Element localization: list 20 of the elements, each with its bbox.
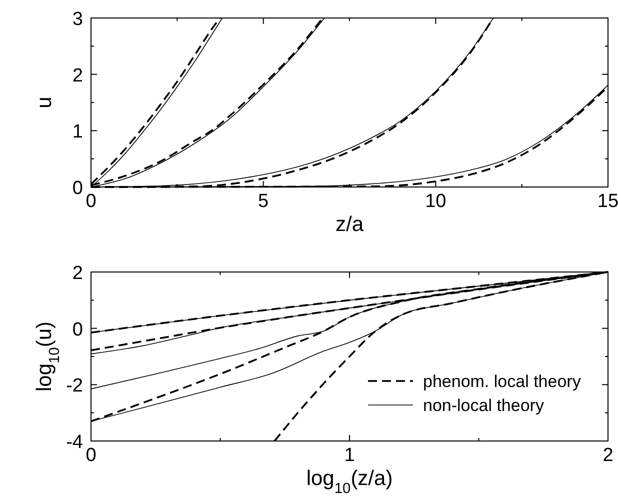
y-tick-label: 0	[72, 178, 83, 199]
y-tick-label: -2	[66, 376, 83, 397]
x-tick-label: 2	[602, 445, 614, 466]
y-tick-label: 2	[72, 263, 83, 284]
x-axis-title: log$_{10}$(z/a)	[306, 467, 393, 497]
y-axis-title: u	[33, 96, 56, 108]
y-tick-label: -4	[66, 432, 84, 453]
x-tick-label: 5	[258, 191, 269, 212]
x-tick-label: 10	[425, 191, 446, 212]
x-tick-label: 0	[86, 445, 96, 466]
legend-label: non-local theory	[423, 396, 544, 415]
legend-label: phenom. local theory	[423, 372, 582, 391]
x-tick-label: 15	[597, 191, 618, 212]
x-tick-label: 1	[344, 445, 355, 466]
y-tick-label: 1	[72, 122, 83, 143]
x-tick-label: 0	[86, 191, 96, 212]
y-tick-label: 3	[72, 9, 83, 30]
x-axis-title: z/a	[335, 213, 364, 236]
y-tick-label: 0	[72, 319, 83, 340]
y-tick-label: 2	[72, 65, 83, 86]
